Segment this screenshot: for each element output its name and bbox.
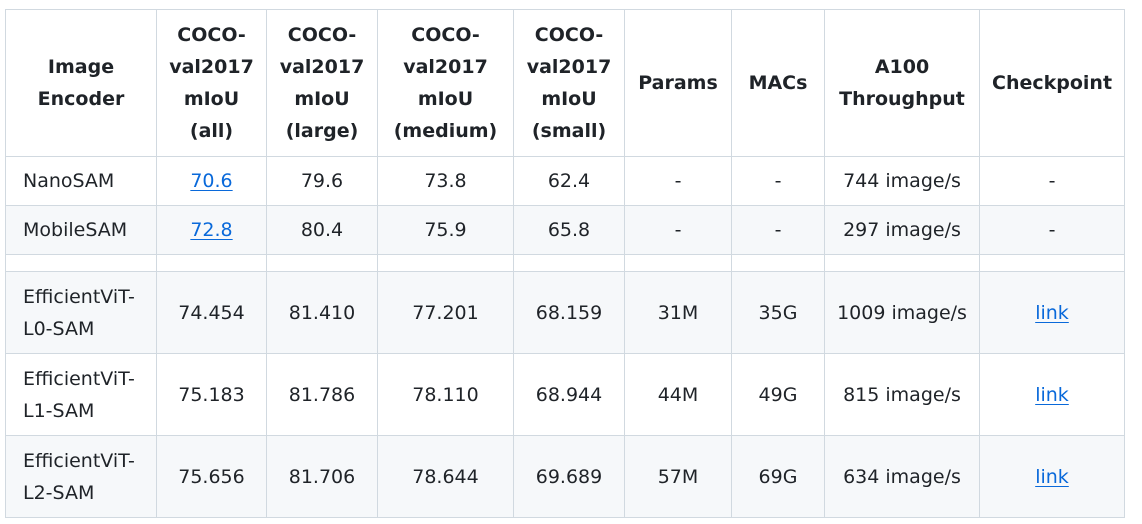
cell-checkpoint: link — [979, 271, 1125, 354]
cell-miou-large: 80.4 — [266, 205, 378, 255]
checkpoint-link[interactable]: link — [1035, 301, 1069, 324]
cell-params: 57M — [624, 435, 732, 518]
cell-miou-all: 70.6 — [156, 156, 267, 206]
table-row: NanoSAM 70.6 79.6 73.8 62.4 - - 744 imag… — [5, 156, 1125, 206]
cell-miou-medium: 77.201 — [377, 271, 514, 354]
empty-cell — [824, 254, 980, 272]
cell-miou-all: 72.8 — [156, 205, 267, 255]
cell-macs: 35G — [731, 271, 825, 354]
header-throughput: A100 Throughput — [824, 9, 980, 157]
cell-encoder: EfficientViT-L0-SAM — [5, 271, 157, 354]
header-image-encoder: Image Encoder — [5, 9, 157, 157]
cell-encoder: EfficientViT-L2-SAM — [5, 435, 157, 518]
cell-miou-large: 81.410 — [266, 271, 378, 354]
cell-checkpoint: - — [979, 156, 1125, 206]
header-miou-all: COCO-val2017 mIoU (all) — [156, 9, 267, 157]
cell-checkpoint: link — [979, 435, 1125, 518]
header-macs: MACs — [731, 9, 825, 157]
table-row: EfficientViT-L1-SAM 75.183 81.786 78.110… — [5, 353, 1125, 436]
empty-cell — [731, 254, 825, 272]
cell-miou-large: 81.706 — [266, 435, 378, 518]
cell-miou-medium: 73.8 — [377, 156, 514, 206]
checkpoint-link[interactable]: link — [1035, 465, 1069, 488]
cell-throughput: 297 image/s — [824, 205, 980, 255]
cell-encoder: MobileSAM — [5, 205, 157, 255]
cell-miou-small: 62.4 — [513, 156, 625, 206]
cell-miou-small: 69.689 — [513, 435, 625, 518]
results-table-container: Image Encoder COCO-val2017 mIoU (all) CO… — [5, 9, 1125, 518]
miou-all-link[interactable]: 72.8 — [190, 219, 233, 241]
empty-cell — [979, 254, 1125, 272]
cell-miou-medium: 78.644 — [377, 435, 514, 518]
cell-macs: - — [731, 156, 825, 206]
empty-cell — [156, 254, 267, 272]
results-table: Image Encoder COCO-val2017 mIoU (all) CO… — [5, 9, 1125, 518]
cell-miou-all: 75.656 — [156, 435, 267, 518]
cell-miou-large: 81.786 — [266, 353, 378, 436]
table-row-empty — [5, 254, 1125, 272]
cell-miou-all: 74.454 — [156, 271, 267, 354]
cell-params: 31M — [624, 271, 732, 354]
header-miou-small: COCO-val2017 mIoU (small) — [513, 9, 625, 157]
header-checkpoint: Checkpoint — [979, 9, 1125, 157]
empty-cell — [377, 254, 514, 272]
cell-params: 44M — [624, 353, 732, 436]
header-params: Params — [624, 9, 732, 157]
table-row: MobileSAM 72.8 80.4 75.9 65.8 - - 297 im… — [5, 205, 1125, 255]
cell-miou-large: 79.6 — [266, 156, 378, 206]
cell-miou-small: 68.944 — [513, 353, 625, 436]
cell-macs: - — [731, 205, 825, 255]
checkpoint-link[interactable]: link — [1035, 383, 1069, 406]
cell-miou-medium: 78.110 — [377, 353, 514, 436]
cell-throughput: 815 image/s — [824, 353, 980, 436]
cell-throughput: 744 image/s — [824, 156, 980, 206]
cell-miou-medium: 75.9 — [377, 205, 514, 255]
miou-all-link[interactable]: 70.6 — [190, 170, 233, 192]
empty-cell — [513, 254, 625, 272]
header-miou-large: COCO-val2017 mIoU (large) — [266, 9, 378, 157]
cell-params: - — [624, 205, 732, 255]
cell-checkpoint: - — [979, 205, 1125, 255]
table-row: EfficientViT-L0-SAM 74.454 81.410 77.201… — [5, 271, 1125, 354]
cell-throughput: 1009 image/s — [824, 271, 980, 354]
header-miou-medium: COCO-val2017 mIoU (medium) — [377, 9, 514, 157]
header-row: Image Encoder COCO-val2017 mIoU (all) CO… — [5, 9, 1125, 157]
cell-miou-all: 75.183 — [156, 353, 267, 436]
cell-miou-small: 68.159 — [513, 271, 625, 354]
cell-miou-small: 65.8 — [513, 205, 625, 255]
table-row: EfficientViT-L2-SAM 75.656 81.706 78.644… — [5, 435, 1125, 518]
empty-cell — [624, 254, 732, 272]
empty-cell — [266, 254, 378, 272]
empty-cell — [5, 254, 157, 272]
cell-checkpoint: link — [979, 353, 1125, 436]
cell-macs: 69G — [731, 435, 825, 518]
cell-macs: 49G — [731, 353, 825, 436]
cell-throughput: 634 image/s — [824, 435, 980, 518]
cell-encoder: EfficientViT-L1-SAM — [5, 353, 157, 436]
cell-params: - — [624, 156, 732, 206]
cell-encoder: NanoSAM — [5, 156, 157, 206]
